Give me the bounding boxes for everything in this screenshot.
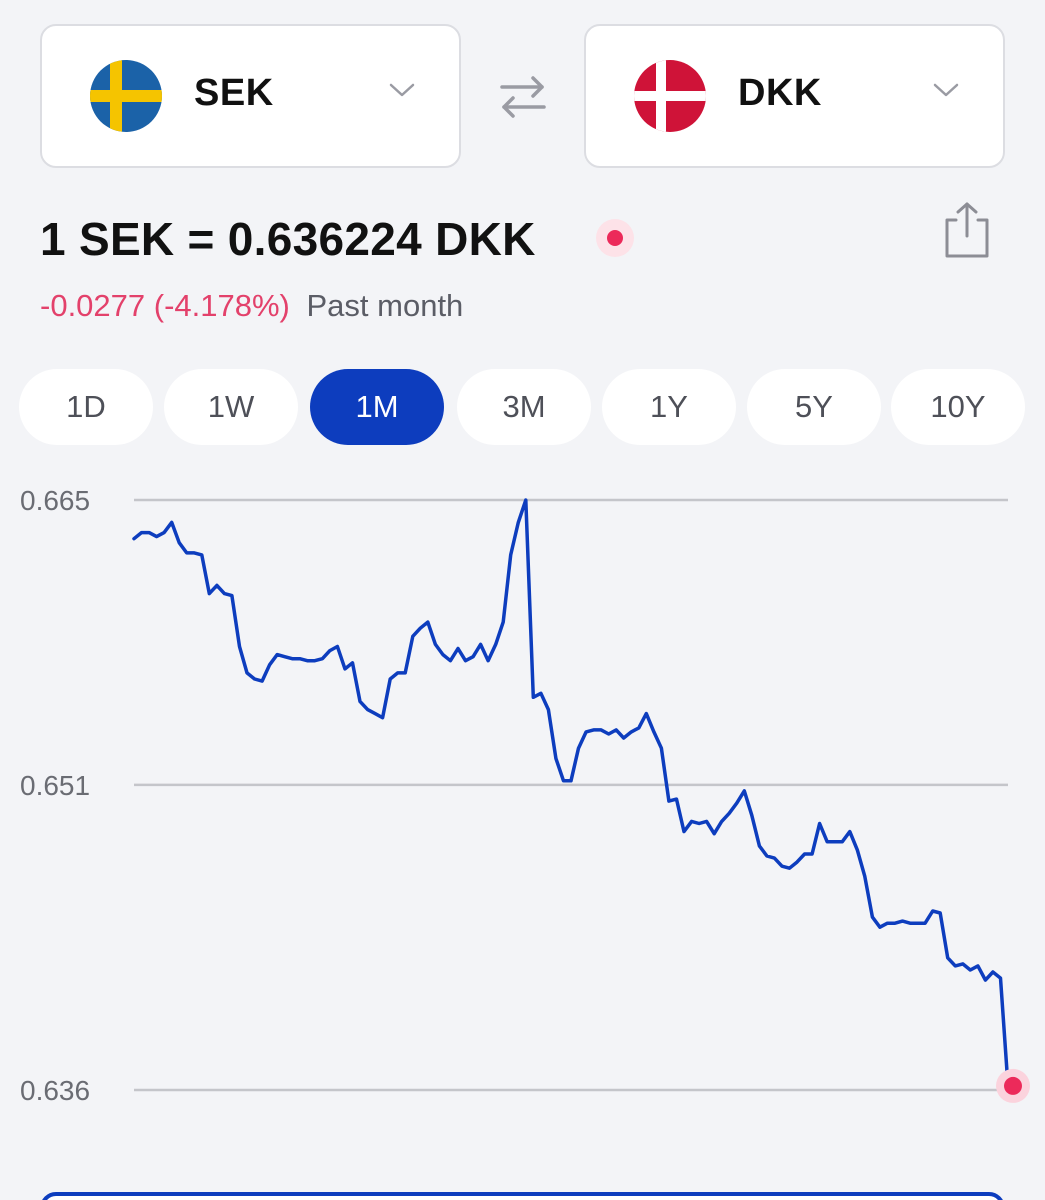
exchange-rate-chart: 0.665 0.651 0.636 <box>20 485 1030 1106</box>
tab-3m[interactable]: 3M <box>457 369 591 445</box>
tab-1w[interactable]: 1W <box>164 369 298 445</box>
share-icon[interactable] <box>938 200 996 262</box>
from-currency-code: SEK <box>194 72 274 114</box>
exchange-rate: 1 SEK = 0.636224 DKK <box>40 213 536 265</box>
change-percent: (-4.178%) <box>153 288 290 323</box>
to-currency-select[interactable]: DKK <box>584 24 1005 168</box>
swap-icon[interactable] <box>496 72 550 122</box>
to-currency-code: DKK <box>738 72 822 114</box>
live-indicator-icon <box>596 219 634 257</box>
time-range-tabs: 1D 1W 1M 3M 1Y 5Y 10Y <box>0 369 1045 445</box>
y-tick-label: 0.651 <box>20 770 90 801</box>
tab-1d[interactable]: 1D <box>19 369 153 445</box>
denmark-flag-icon <box>634 60 706 132</box>
tab-5y[interactable]: 5Y <box>747 369 881 445</box>
tab-1m[interactable]: 1M <box>310 369 444 445</box>
y-tick-label: 0.665 <box>20 485 90 516</box>
rate-change: -0.0277 (-4.178%) Past month <box>40 288 463 324</box>
tab-1y[interactable]: 1Y <box>602 369 736 445</box>
change-value: -0.0277 <box>40 288 146 323</box>
tab-10y[interactable]: 10Y <box>891 369 1025 445</box>
bottom-action-button[interactable] <box>40 1192 1005 1200</box>
from-currency-select[interactable]: SEK <box>40 24 461 168</box>
current-point-marker <box>1004 1076 1022 1095</box>
sweden-flag-icon <box>90 60 162 132</box>
chevron-down-icon <box>389 82 415 103</box>
change-period: Past month <box>306 288 464 323</box>
rate-series-line <box>132 498 1010 1088</box>
chevron-down-icon <box>933 82 959 103</box>
y-tick-label: 0.636 <box>20 1075 90 1106</box>
